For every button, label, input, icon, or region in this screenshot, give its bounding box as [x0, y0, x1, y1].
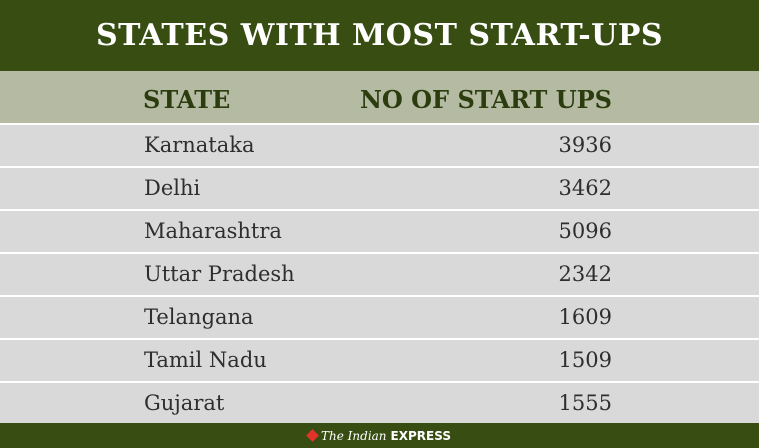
state-cell: Uttar Pradesh	[144, 262, 295, 286]
table-row: Karnataka 3936	[0, 123, 759, 166]
table-row: Gujarat 1555	[0, 381, 759, 424]
startup-count-cell: 1509	[558, 348, 612, 372]
startup-count-cell: 5096	[558, 219, 612, 243]
table-body: Karnataka 3936 Delhi 3462 Maharashtra 5096 Utt…	[0, 123, 759, 424]
footer-bar: The Indian EXPRESS	[0, 423, 759, 448]
brand-name-part1: The Indian	[321, 428, 387, 443]
state-column-header: STATE	[143, 85, 231, 114]
table-row: Telangana 1609	[0, 295, 759, 338]
count-column-header: NO OF START UPS	[359, 85, 612, 114]
table-header: STATE NO OF START UPS	[0, 71, 759, 123]
state-cell: Delhi	[144, 176, 201, 200]
state-cell: Telangana	[144, 305, 254, 329]
startup-count-cell: 3462	[558, 176, 612, 200]
startup-count-cell: 2342	[558, 262, 612, 286]
table-row: Uttar Pradesh 2342	[0, 252, 759, 295]
state-cell: Karnataka	[144, 133, 255, 157]
chart-title: STATES WITH MOST START-UPS	[95, 18, 664, 53]
state-cell: Tamil Nadu	[144, 348, 267, 372]
table-row: Maharashtra 5096	[0, 209, 759, 252]
table-row: Tamil Nadu 1509	[0, 338, 759, 381]
table-row: Delhi 3462	[0, 166, 759, 209]
startup-count-cell: 1555	[558, 391, 612, 415]
diamond-logo-icon	[306, 429, 319, 442]
state-cell: Gujarat	[144, 391, 225, 415]
state-cell: Maharashtra	[144, 219, 282, 243]
startup-count-cell: 1609	[558, 305, 612, 329]
title-bar: STATES WITH MOST START-UPS	[0, 0, 759, 71]
brand-name-part2: EXPRESS	[390, 428, 451, 443]
startup-count-cell: 3936	[558, 133, 612, 157]
brand-logo: The Indian EXPRESS	[306, 428, 451, 443]
